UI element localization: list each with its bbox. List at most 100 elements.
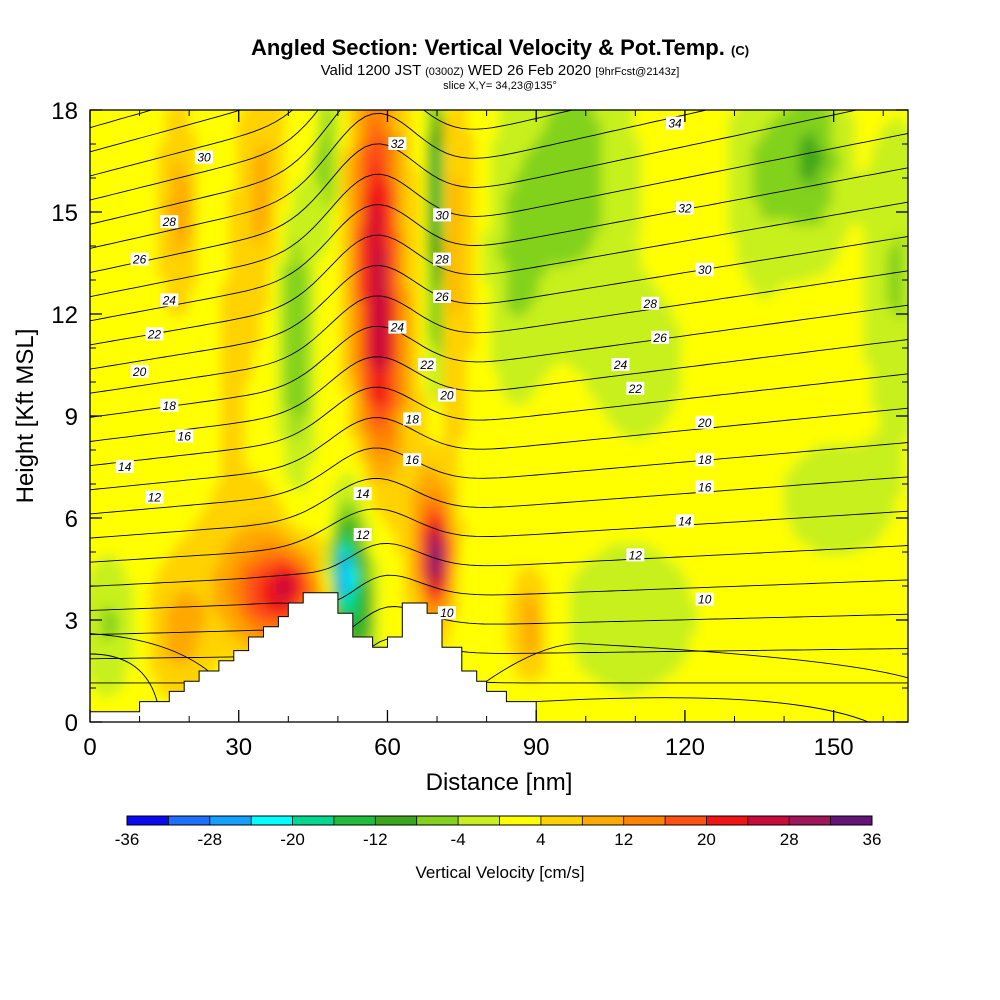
y-tick-label: 15 — [51, 200, 78, 227]
contour-label: 24 — [613, 358, 628, 372]
colorbar-swatch — [375, 816, 417, 825]
contour-label-bg — [160, 293, 179, 307]
contour-label-bg — [695, 262, 714, 276]
colorbar-swatch — [665, 816, 707, 825]
contour-label-bg — [130, 364, 149, 378]
y-tick-label: 0 — [65, 710, 78, 737]
contour-label-bg — [160, 398, 179, 412]
isentrope-line — [90, 304, 908, 418]
isentrope-line — [90, 110, 319, 201]
vertical-velocity-field — [90, 110, 908, 722]
vertical-velocity-cells — [90, 110, 908, 722]
contour-label-bg — [195, 150, 213, 164]
isentrope-line — [90, 442, 908, 515]
terrain-profile — [89, 592, 908, 723]
contour-label-bg — [353, 487, 372, 501]
contour-label: 22 — [147, 327, 162, 341]
isentrope-line — [90, 110, 575, 225]
isentrope-line — [90, 110, 242, 153]
contour-label: 20 — [132, 365, 147, 379]
colorbar-tick-label: -12 — [363, 830, 388, 849]
contour-label: 12 — [629, 548, 643, 562]
colorbar-swatch — [499, 816, 542, 825]
x-tick-label: 150 — [814, 734, 854, 761]
contour-label: 24 — [162, 293, 177, 307]
colorbar-swatch — [830, 816, 873, 825]
colorbar-swatch — [333, 816, 376, 825]
contour-label: 14 — [678, 514, 692, 528]
isentrope-line — [90, 373, 908, 467]
contour-label-bg — [437, 388, 456, 402]
y-tick-label: 9 — [65, 404, 78, 431]
isentrope-line — [90, 574, 908, 611]
contour-label: 22 — [419, 358, 434, 372]
contour-label-bg — [418, 358, 437, 371]
colorbar-swatch — [416, 816, 459, 825]
colorbar-swatch — [789, 816, 831, 825]
colorbar-tick-label: -20 — [280, 830, 305, 849]
isentrope-line — [90, 508, 908, 563]
isentrope-line — [90, 110, 709, 249]
contour-label-bg — [695, 415, 714, 429]
colorbar-swatch — [127, 816, 169, 825]
colorbar-swatch — [292, 816, 335, 825]
isentrope-line — [90, 133, 908, 298]
colorbar-swatch — [251, 816, 293, 825]
potential-temperature-contours — [90, 110, 908, 722]
y-tick-label: 6 — [65, 506, 78, 533]
contour-label: 24 — [390, 321, 405, 335]
colorbar-swatch — [623, 816, 666, 825]
colorbar-tick-label: -28 — [198, 830, 223, 849]
x-tick-label: 90 — [523, 734, 550, 761]
isentrope-line — [90, 201, 908, 346]
isentrope-line — [90, 270, 908, 394]
contour-label: 18 — [698, 453, 712, 467]
title-block: Angled Section: Vertical Velocity & Pot.… — [0, 35, 1000, 93]
colorbar-tick-label: 20 — [697, 830, 716, 849]
isentrope-line — [486, 643, 908, 682]
isentrope-line — [90, 653, 160, 712]
contour-label-bg — [437, 606, 456, 620]
copyright-mark: (C) — [731, 43, 750, 58]
colorbar: -36 -28 -20 -12 -4 4 12 20 28 36 — [115, 815, 881, 849]
contour-label-bg — [388, 320, 407, 334]
isentrope-line — [90, 542, 908, 587]
isentrope-line — [90, 110, 154, 129]
valid-time-line: Valid 1200 JST (0300Z) WED 26 Feb 2020 [… — [0, 63, 1000, 80]
contour-label: 18 — [406, 412, 420, 426]
colorbar-swatch — [747, 816, 790, 825]
contour-label-bg — [695, 480, 714, 494]
x-tick-label: 30 — [225, 734, 252, 761]
contour-label: 30 — [698, 263, 712, 277]
chart-title-main: Angled Section: Vertical Velocity & Pot.… — [250, 35, 725, 60]
contour-label: 18 — [163, 399, 177, 413]
contour-label-bg — [433, 252, 451, 266]
contour-label: 32 — [678, 202, 692, 216]
isentrope-line — [90, 606, 908, 639]
y-tick-label: 3 — [65, 608, 78, 635]
isentrope-line — [90, 167, 908, 322]
contour-label-bg — [353, 528, 372, 541]
contour-label: 28 — [162, 215, 177, 229]
contour-label-bg — [675, 514, 694, 528]
contour-label: 16 — [698, 480, 712, 494]
y-tick-label: 12 — [51, 302, 78, 329]
contour-label: 26 — [434, 290, 449, 304]
contour-label-bg — [695, 453, 714, 467]
contour-label: 32 — [391, 137, 405, 151]
valid-date: WED 26 Feb 2020 — [467, 62, 592, 79]
contour-label-bg — [388, 137, 407, 150]
colorbar-swatch — [540, 816, 583, 825]
contour-label: 20 — [697, 416, 712, 430]
x-tick-label: 0 — [83, 734, 96, 761]
contour-label-bg — [611, 358, 630, 371]
isentrope-line — [90, 110, 859, 273]
contour-label-bg — [695, 592, 714, 606]
isentrope-line — [90, 110, 294, 177]
contour-label-bg — [145, 490, 164, 504]
terrain-mask — [89, 592, 908, 723]
contour-label-bg — [115, 460, 134, 473]
axes: 0 30 60 90 120 150 0 3 6 9 12 15 18 — [51, 98, 908, 761]
y-axis-label: Height [Kft MSL] — [12, 329, 39, 504]
